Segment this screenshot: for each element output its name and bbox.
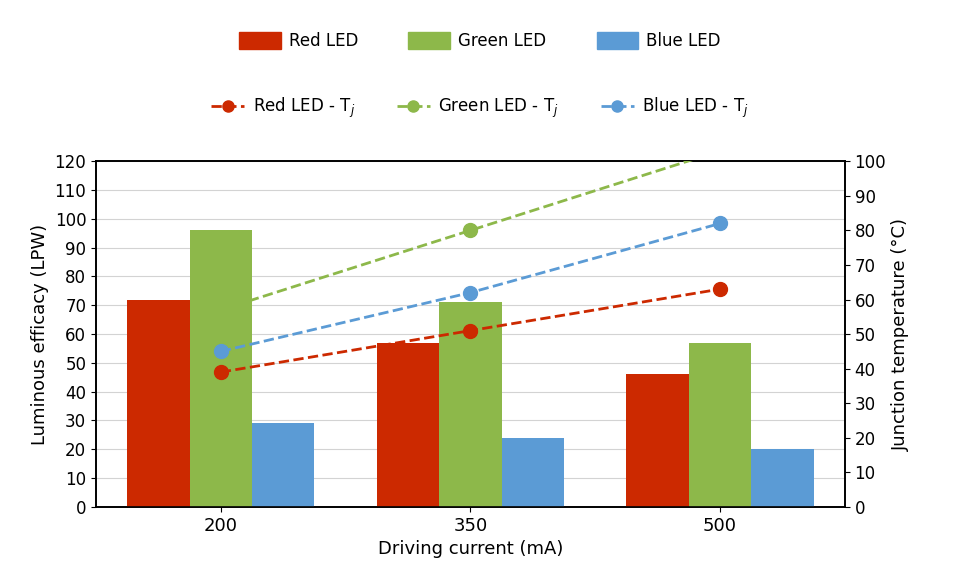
- Bar: [127, 300, 189, 507]
- Legend: Red LED, Green LED, Blue LED: Red LED, Green LED, Blue LED: [232, 25, 728, 57]
- Y-axis label: Luminous efficacy (LPW): Luminous efficacy (LPW): [31, 223, 49, 445]
- Legend: Red LED - T$_j$, Green LED - T$_j$, Blue LED - T$_j$: Red LED - T$_j$, Green LED - T$_j$, Blue…: [204, 89, 756, 127]
- Y-axis label: Junction temperature (°C): Junction temperature (°C): [892, 218, 910, 450]
- X-axis label: Driving current (mA): Driving current (mA): [377, 540, 564, 558]
- Bar: [626, 374, 688, 507]
- Bar: [751, 449, 813, 507]
- Bar: [252, 423, 314, 507]
- Bar: [501, 438, 564, 507]
- Bar: [688, 343, 751, 507]
- Bar: [376, 343, 439, 507]
- Bar: [439, 302, 501, 507]
- Bar: [189, 230, 252, 507]
